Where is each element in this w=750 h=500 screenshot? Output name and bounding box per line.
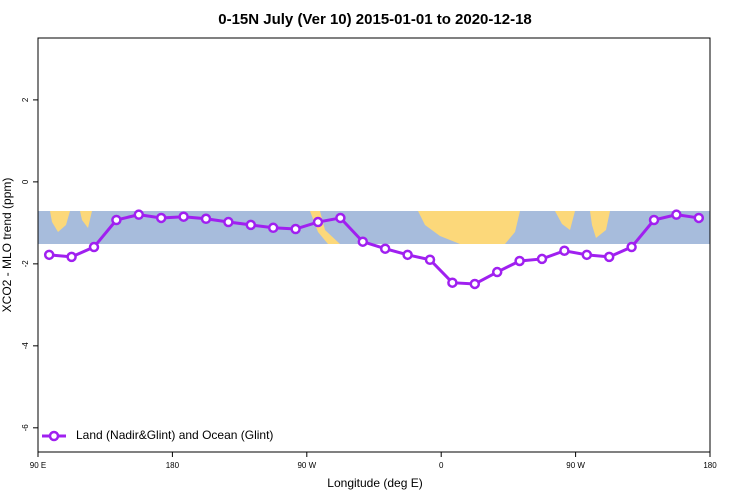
chart-title: 0-15N July (Ver 10) 2015-01-01 to 2020-1… — [218, 11, 532, 28]
data-point — [335, 212, 346, 224]
y-tick-label: -4 — [21, 342, 30, 350]
data-point — [379, 243, 391, 254]
x-tick-label: 90 W — [566, 461, 585, 470]
y-tick-label: -2 — [21, 260, 30, 268]
x-tick-label: 90 W — [297, 461, 316, 470]
y-tick-label: -6 — [21, 424, 30, 432]
y-tick-label: 0 — [21, 179, 30, 184]
data-point — [200, 213, 212, 225]
data-point — [424, 254, 436, 266]
data-point — [671, 209, 682, 220]
y-axis-label: XCO2 - MLO trend (ppm) — [0, 178, 14, 313]
data-point — [447, 277, 458, 288]
x-axis-label: Longitude (deg E) — [327, 476, 422, 490]
data-point — [133, 209, 145, 220]
x-tick-label: 90 E — [30, 461, 46, 470]
data-point — [491, 266, 503, 278]
data-point — [402, 249, 413, 261]
data-point — [581, 249, 593, 261]
x-tick-label: 180 — [703, 461, 717, 470]
x-tick-label: 0 — [439, 461, 444, 470]
plot-frame — [37, 37, 711, 453]
data-point — [312, 216, 324, 228]
data-point — [514, 255, 525, 267]
data-point — [88, 241, 100, 253]
data-point — [245, 219, 257, 231]
data-point — [223, 216, 234, 228]
data-point — [155, 212, 167, 224]
data-point — [648, 214, 660, 226]
data-point — [43, 249, 55, 261]
data-point — [693, 212, 705, 224]
data-point — [178, 211, 189, 222]
data-point — [111, 214, 122, 226]
data-point — [603, 251, 615, 263]
data-point — [290, 223, 301, 235]
x-tick-label: 180 — [166, 461, 180, 470]
data-point — [267, 222, 279, 234]
map-strip — [38, 211, 710, 244]
data-point — [66, 251, 77, 263]
data-point — [626, 241, 637, 253]
legend-label: Land (Nadir&Glint) and Ocean (Glint) — [76, 428, 273, 442]
legend-marker — [48, 430, 60, 442]
data-point — [536, 253, 548, 265]
data-point — [559, 245, 570, 256]
y-tick-label: 2 — [21, 97, 30, 102]
data-point — [357, 236, 369, 247]
data-point — [469, 278, 481, 290]
